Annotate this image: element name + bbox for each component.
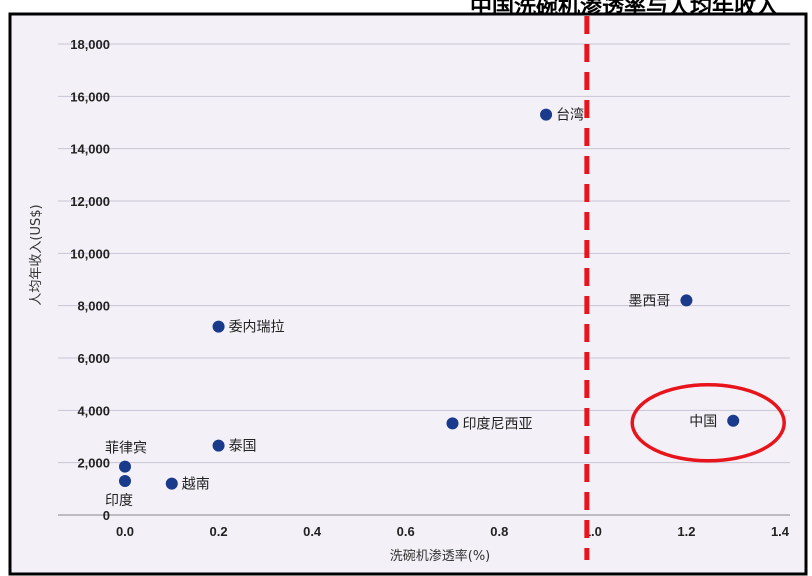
x-tick-label: 1.4: [771, 524, 790, 539]
x-tick-label: 0.8: [490, 524, 508, 539]
point-label: 越南: [182, 477, 210, 493]
data-point: [212, 439, 225, 452]
point-label: 墨西哥: [628, 293, 670, 309]
chart-frame: [8, 12, 808, 576]
x-tick-label: 0.2: [210, 524, 228, 539]
y-tick-label: 18,000: [70, 37, 110, 52]
data-point: [165, 477, 178, 490]
highlight-ellipse: [630, 383, 786, 463]
y-tick-label: 12,000: [70, 194, 110, 209]
point-label: 台湾: [556, 107, 584, 124]
y-axis-title: 人均年收入(US$): [29, 204, 44, 305]
x-tick-label: 0.6: [397, 524, 415, 539]
x-axis-title: 洗碗机渗透率(%): [390, 548, 491, 564]
data-point: [212, 320, 225, 333]
data-point: [540, 108, 553, 121]
y-tick-label: 16,000: [70, 89, 110, 104]
y-tick-label: 4,000: [77, 403, 110, 418]
data-points: [119, 108, 740, 490]
data-point: [727, 414, 740, 427]
data-point: [119, 460, 131, 473]
point-label: 委内瑞拉: [229, 320, 285, 336]
y-tick-label: 14,000: [70, 142, 110, 157]
y-axis-ticks: 0 2,000 4,000 6,000 8,000 10,000 12,000 14,000 1…: [70, 37, 110, 523]
data-point: [119, 474, 131, 487]
point-label: 中国: [689, 414, 717, 430]
gridlines: [58, 43, 790, 516]
x-tick-label: 0.4: [303, 524, 322, 539]
point-label: 菲律宾: [105, 441, 147, 457]
x-tick-label: 0.0: [116, 524, 134, 539]
point-label: 印度: [105, 493, 133, 509]
y-tick-label: 6,000: [77, 351, 110, 366]
x-tick-label: 1.2: [677, 524, 695, 539]
data-point: [446, 417, 459, 430]
y-tick-label: 0: [103, 508, 110, 523]
y-tick-label: 2,000: [77, 456, 110, 471]
point-label: 泰国: [229, 439, 257, 455]
data-point: [680, 294, 693, 307]
y-tick-label: 10,000: [70, 246, 110, 261]
y-tick-label: 8,000: [77, 299, 110, 314]
point-label: 印度尼西亚: [463, 416, 533, 432]
